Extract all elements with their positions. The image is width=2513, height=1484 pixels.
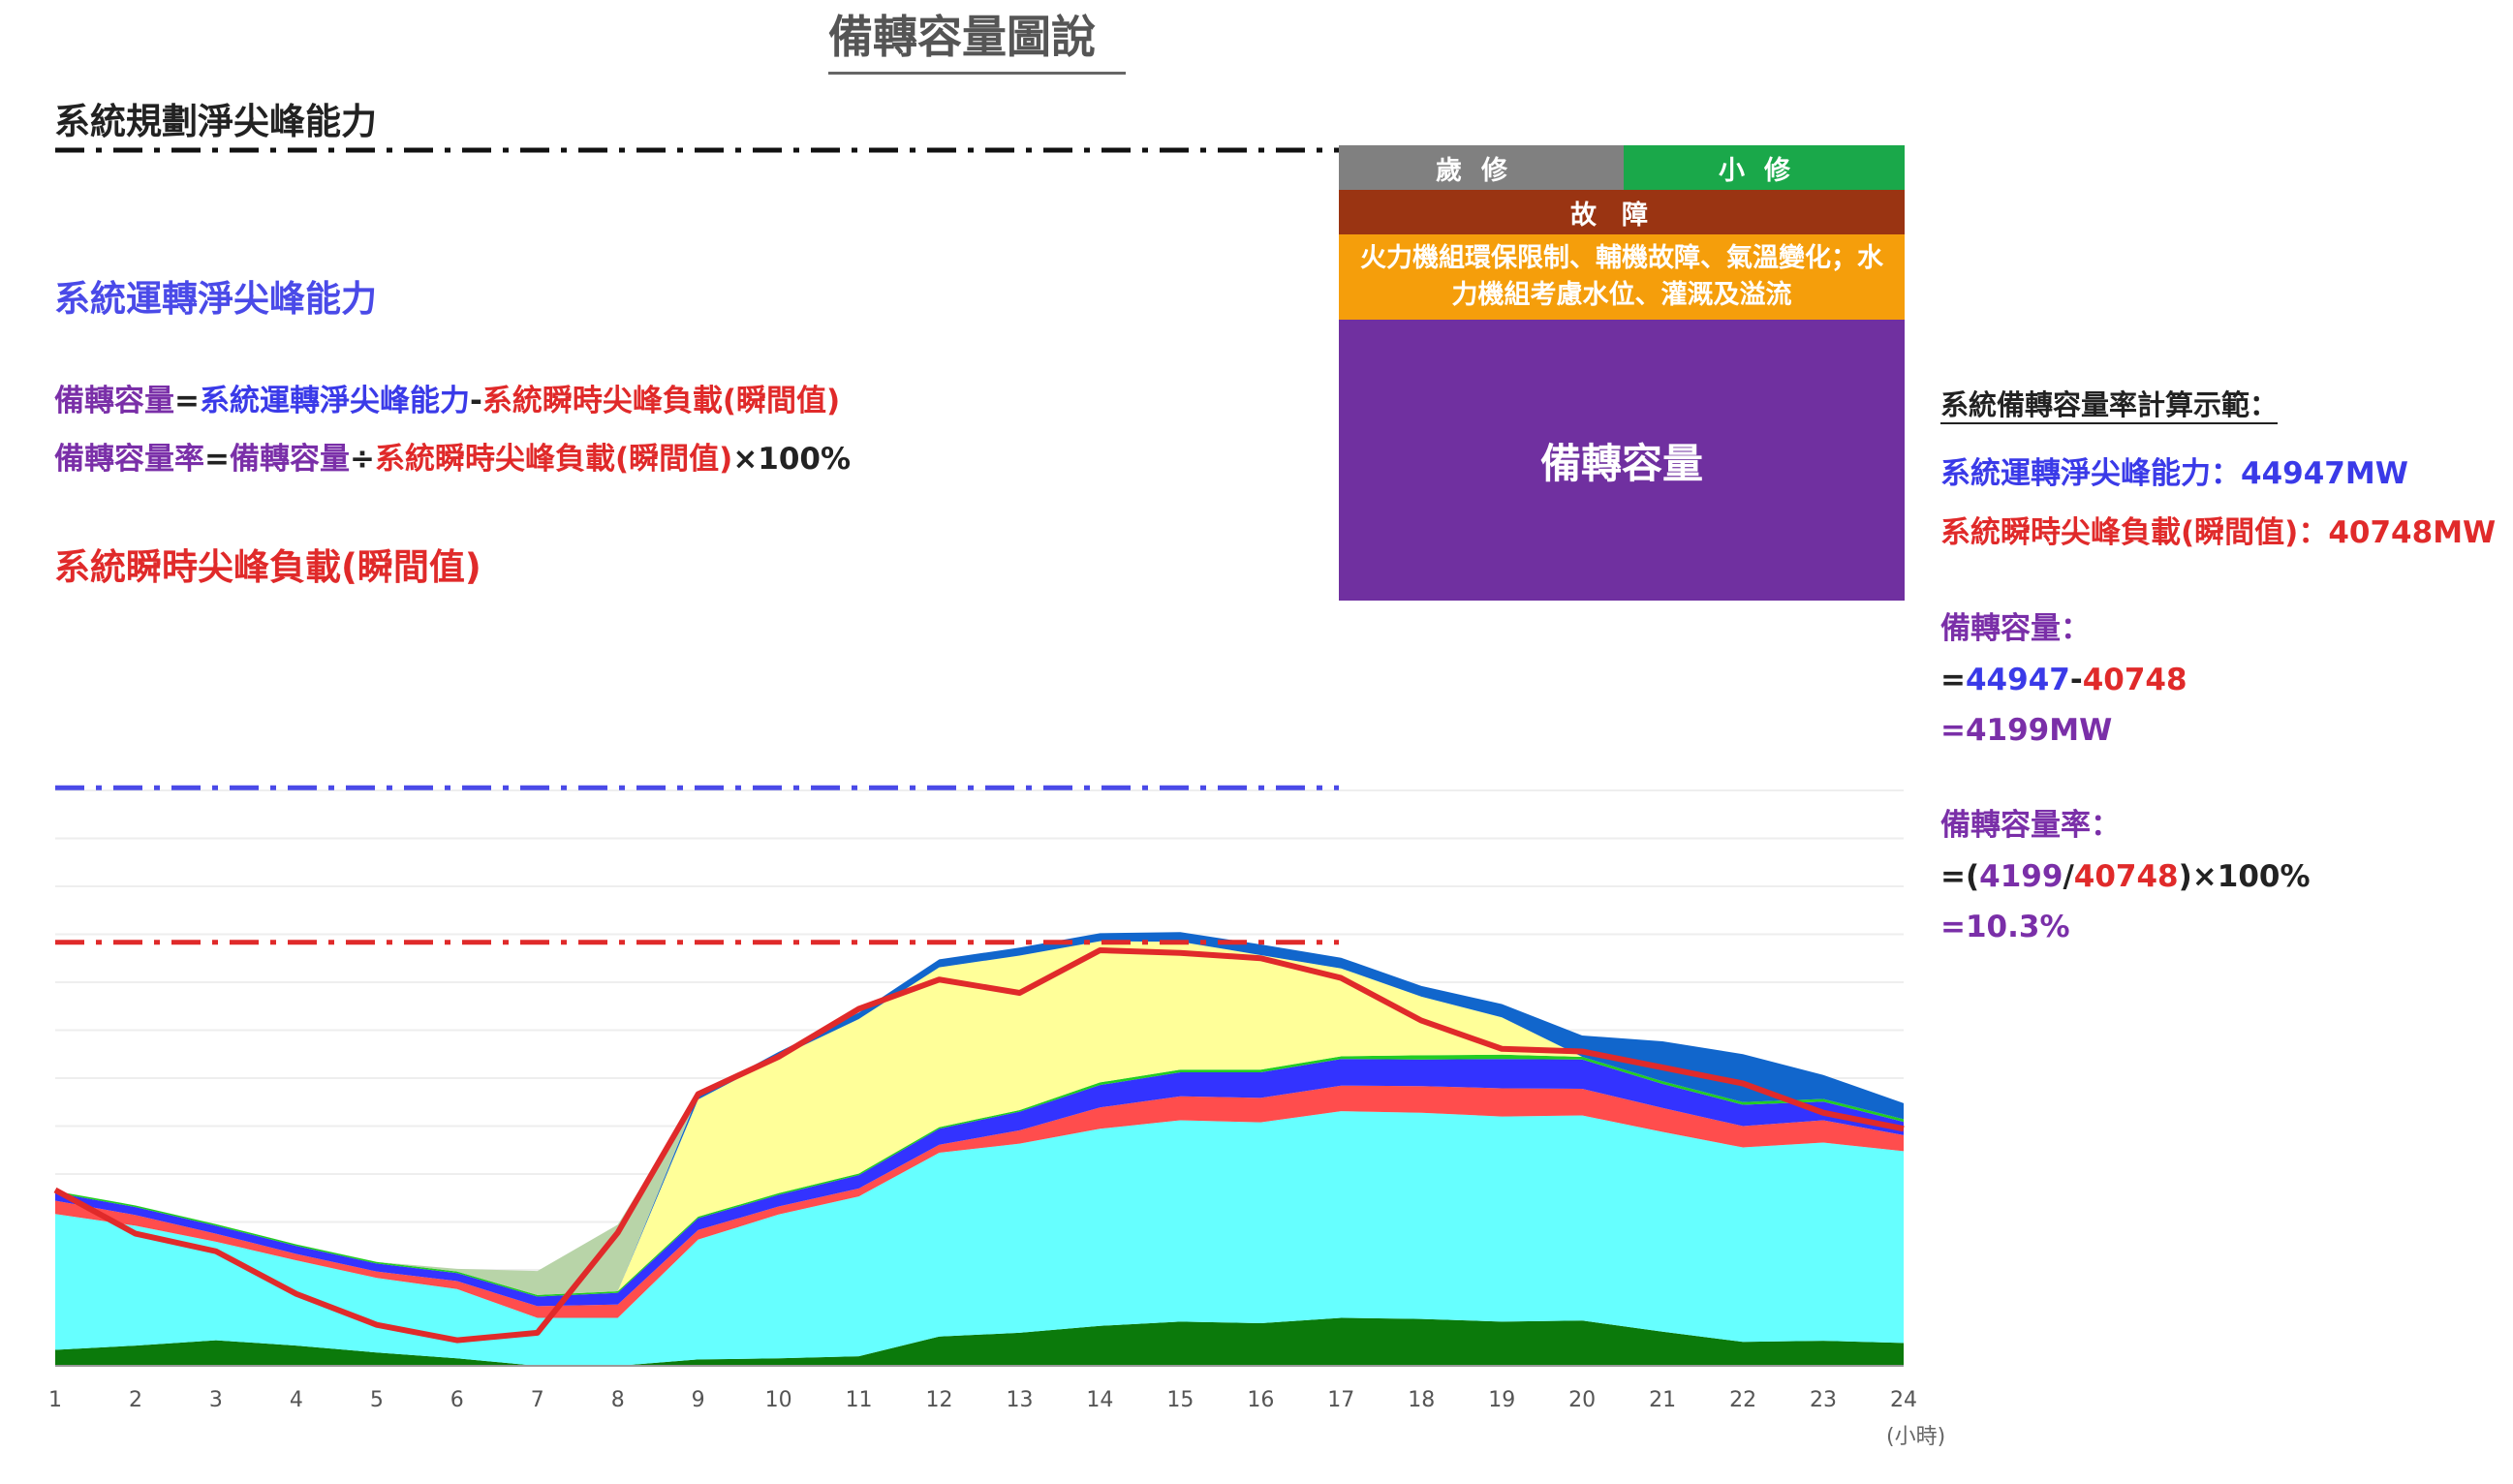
x-tick-label: 2 <box>129 1388 142 1412</box>
x-tick-label: 17 <box>1327 1388 1354 1412</box>
reserve-rate-formula: 備轉容量率=備轉容量÷系統瞬時尖峰負載(瞬間值)×100% <box>54 434 851 478</box>
calc-spacer <box>1940 748 2507 785</box>
calc-rate-peak: 40748 <box>2073 859 2179 894</box>
reserve-capacity-block: 備轉容量 <box>1339 320 1905 601</box>
x-tick-label: 10 <box>765 1388 792 1412</box>
cyan-area <box>55 1111 1904 1366</box>
x-tick-label: 12 <box>926 1388 953 1412</box>
x-tick-label: 20 <box>1568 1388 1596 1412</box>
calc-reserve-equation: =44947-40748 <box>1940 663 2507 697</box>
x-tick-label: 4 <box>290 1388 303 1412</box>
limitations-block: 火力機組環保限制、輔機故障、氣溫變化；水力機組考慮水位、灌溉及溢流 <box>1339 234 1905 320</box>
load-curve <box>53 947 1905 1344</box>
x-tick-label: 18 <box>1408 1388 1435 1412</box>
calc-eq-prefix: = <box>1940 663 1966 697</box>
calc-rate-prefix: =( <box>1940 859 1980 894</box>
overhaul-block: 歲修 <box>1339 145 1624 190</box>
x-tick-label: 23 <box>1810 1388 1837 1412</box>
calc-rate-slash: / <box>2063 859 2074 894</box>
x-tick-label: 9 <box>692 1388 705 1412</box>
x-tick-label: 13 <box>1006 1388 1033 1412</box>
x-axis-unit: (小時) <box>1886 1425 1946 1449</box>
formula-operating-term: 系統運轉淨尖峰能力 <box>199 384 470 418</box>
formula-peak-term: 系統瞬時尖峰負載(瞬間值) <box>374 442 733 477</box>
x-tick-label: 16 <box>1247 1388 1274 1412</box>
x-tick-label: 21 <box>1649 1388 1676 1412</box>
calc-reserve-label: 備轉容量： <box>1940 611 2091 646</box>
x-tick-label: 5 <box>370 1388 384 1412</box>
formula-rate-term: 備轉容量率 <box>54 442 204 477</box>
x-tick-label: 6 <box>450 1388 464 1412</box>
stacked-areas <box>55 932 1904 1366</box>
formula-reserve-term: 備轉容量 <box>229 442 350 477</box>
calc-eq-minus: - <box>2069 663 2083 697</box>
x-tick-label: 14 <box>1086 1388 1113 1412</box>
planned-capacity-label: 系統規劃淨尖峰能力 <box>54 101 377 142</box>
overlay-lines <box>53 147 1905 1344</box>
calc-spacer <box>1940 551 2507 588</box>
calc-reserve-result: =4199MW <box>1940 713 2113 748</box>
x-tick-label: 19 <box>1488 1388 1515 1412</box>
calc-rate-equation: =(4199/40748)×100% <box>1940 859 2507 894</box>
calc-rate-label: 備轉容量率： <box>1940 808 2121 843</box>
formula-times: ×100% <box>732 442 852 477</box>
reserve-formula: 備轉容量=系統運轉淨尖峰能力-系統瞬時尖峰負載(瞬間值) <box>54 376 840 419</box>
minor-maintenance-block: 小修 <box>1624 145 1905 190</box>
calc-eq-operating: 44947 <box>1965 663 2070 697</box>
calc-eq-peak: 40748 <box>2082 663 2187 697</box>
calc-operating-label: 系統運轉淨尖峰能力： <box>1940 456 2241 491</box>
calc-operating-line: 系統運轉淨尖峰能力：44947MW <box>1940 448 2507 492</box>
calc-operating-value: 44947MW <box>2241 456 2408 491</box>
x-tick-label: 1 <box>48 1388 62 1412</box>
calc-rate-result: =10.3% <box>1940 910 2070 944</box>
title-underline <box>828 72 1126 75</box>
page-title: 備轉容量圖說 <box>828 11 1096 63</box>
maintenance-row: 歲修 小修 <box>1339 145 1905 190</box>
x-tick-label: 8 <box>611 1388 625 1412</box>
calculation-example: 系統備轉容量率計算示範： 系統運轉淨尖峰能力：44947MW 系統瞬時尖峰負載(… <box>1940 383 2507 944</box>
formula-equals: = <box>174 384 200 418</box>
x-tick-label: 15 <box>1166 1388 1194 1412</box>
calc-peak-line: 系統瞬時尖峰負載(瞬間值)：40748MW <box>1940 508 2507 551</box>
x-tick-label: 11 <box>846 1388 873 1412</box>
calc-title: 系統備轉容量率計算示範： <box>1940 388 2279 421</box>
x-tick-label: 3 <box>209 1388 223 1412</box>
formula-minus: - <box>469 384 482 418</box>
peak-load-label: 系統瞬時尖峰負載(瞬間值) <box>54 546 481 588</box>
x-axis-ticks: 1 2 3 4 5 6 7 8 9 10 11 12 13 14 15 16 17 18 19 20 21 22 23 24 <box>48 1365 1917 1412</box>
calc-rate-suffix: )×100% <box>2178 859 2311 894</box>
operating-capacity-label: 系統運轉淨尖峰能力 <box>54 278 377 320</box>
calc-rate-reserve: 4199 <box>1979 859 2063 894</box>
calc-peak-value: 40748MW <box>2328 515 2497 550</box>
fault-block: 故障 <box>1339 190 1905 234</box>
formula-peak-term: 系統瞬時尖峰負載(瞬間值) <box>481 384 841 418</box>
base-area <box>55 1317 1904 1366</box>
calc-peak-label: 系統瞬時尖峰負載(瞬間值)： <box>1940 515 2329 550</box>
formula-equals: = <box>204 442 230 477</box>
capacity-breakdown-panel: 歲修 小修 故障 火力機組環保限制、輔機故障、氣溫變化；水力機組考慮水位、灌溉及… <box>1339 145 1905 601</box>
x-tick-label: 22 <box>1729 1388 1756 1412</box>
x-tick-label: 7 <box>531 1388 544 1412</box>
x-tick-label: 24 <box>1890 1388 1917 1412</box>
formula-reserve-term: 備轉容量 <box>54 384 174 418</box>
formula-divide: ÷ <box>349 442 375 477</box>
